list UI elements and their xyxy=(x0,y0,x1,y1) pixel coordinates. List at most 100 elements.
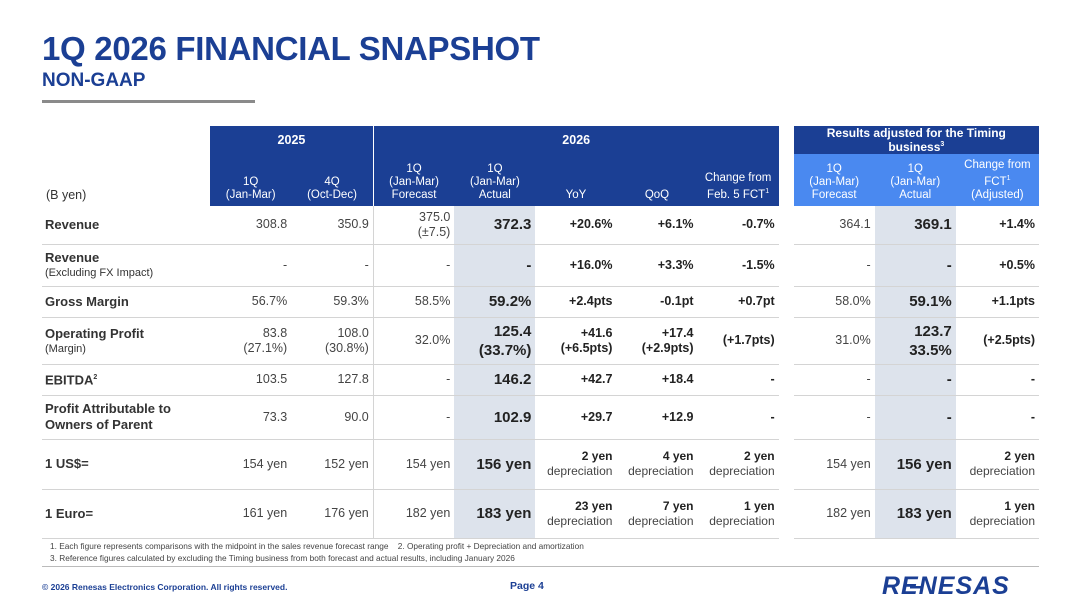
table-row: Operating Profit (Margin) 83.8 (27.1%) 108… xyxy=(42,317,1039,365)
cell: 90.0 xyxy=(291,395,374,440)
cell: +41.6 (+6.5pts) xyxy=(535,317,617,365)
cell-actual: 156 yen xyxy=(874,439,956,490)
cell: +6.1% xyxy=(616,206,698,245)
cell-actual: 183 yen xyxy=(454,489,536,539)
row-label-profit-parent: Profit Attributable to Owners of Parent xyxy=(42,395,211,440)
cell: 73.3 xyxy=(210,395,292,440)
cell: -1.5% xyxy=(697,244,779,287)
group-adjusted: Results adjusted for the Timing business… xyxy=(793,126,1039,154)
cell: 7 yen depreciation xyxy=(616,489,698,539)
cell: 2 yen depreciation xyxy=(535,439,617,490)
cell: (+2.5pts) xyxy=(955,317,1039,365)
col-header-forecast: 1Q (Jan-Mar) Forecast xyxy=(373,154,455,206)
cell: 31.0% xyxy=(793,317,875,365)
cell: 182 yen xyxy=(793,489,875,539)
cell: 56.7% xyxy=(210,286,292,318)
cell: +18.4 xyxy=(616,364,698,396)
cell: - xyxy=(697,395,779,440)
group-2026: 2026 xyxy=(373,126,779,154)
col-header-1q-2025: 1Q (Jan-Mar) xyxy=(210,154,292,206)
footnote-1: 1. Each figure represents comparisons wi… xyxy=(50,541,584,551)
col-header-4q-2025: 4Q (Oct-Dec) xyxy=(291,154,374,206)
cell-actual: 146.2 xyxy=(454,364,536,396)
cell: -0.7% xyxy=(697,206,779,245)
cell: +1.1pts xyxy=(955,286,1039,318)
unit-label: (B yen) xyxy=(46,188,87,202)
cell: 154 yen xyxy=(793,439,875,490)
cell: 182 yen xyxy=(372,489,455,539)
row-label-ebitda: EBITDA2 xyxy=(42,364,211,396)
col-header-qoq: QoQ xyxy=(616,154,698,206)
col-header-adj-actual: 1Q (Jan-Mar) Actual xyxy=(874,154,956,206)
cell: 154 yen xyxy=(372,439,455,490)
cell: +12.9 xyxy=(616,395,698,440)
row-label-revenue-fx: Revenue (Excluding FX Impact) xyxy=(42,244,211,287)
cell: +0.5% xyxy=(955,244,1039,287)
row-label-revenue: Revenue xyxy=(42,206,211,245)
cell: 364.1 xyxy=(793,206,875,245)
cell: - xyxy=(210,244,292,287)
col-header-adj-forecast: 1Q (Jan-Mar) Forecast xyxy=(793,154,875,206)
table-row: 1 US$= 154 yen 152 yen 154 yen 156 yen 2… xyxy=(42,439,1039,490)
row-label-gross-margin: Gross Margin xyxy=(42,286,211,318)
cell: 1 yen depreciation xyxy=(955,489,1039,539)
cell-actual: 59.1% xyxy=(874,286,956,318)
cell: 308.8 xyxy=(210,206,292,245)
cell-actual: 123.7 33.5% xyxy=(874,317,956,365)
row-label-usd: 1 US$= xyxy=(42,439,211,490)
cell: 32.0% xyxy=(372,317,455,365)
cell: 2 yen depreciation xyxy=(697,439,779,490)
cell-actual: 59.2% xyxy=(454,286,536,318)
page-subtitle: NON-GAAP xyxy=(42,70,146,91)
cell: +3.3% xyxy=(616,244,698,287)
cell: 23 yen depreciation xyxy=(535,489,617,539)
title-divider xyxy=(42,100,255,103)
financial-table: 2025 2026 Results adjusted for the Timin… xyxy=(42,126,1039,539)
cell-actual: 183 yen xyxy=(874,489,956,539)
cell: 108.0 (30.8%) xyxy=(291,317,374,365)
row-label-operating-profit: Operating Profit (Margin) xyxy=(42,317,211,365)
svg-text:RENESAS: RENESAS xyxy=(882,572,1010,600)
cell: 1 yen depreciation xyxy=(697,489,779,539)
cell: 375.0 (±7.5) xyxy=(372,206,455,245)
cell: +0.7pt xyxy=(697,286,779,318)
cell: +2.4pts xyxy=(535,286,617,318)
cell: 161 yen xyxy=(210,489,292,539)
cell-actual: 372.3 xyxy=(454,206,536,245)
table-row: EBITDA2 103.5 127.8 - 146.2 +42.7 +18.4 … xyxy=(42,364,1039,396)
cell: 4 yen depreciation xyxy=(616,439,698,490)
cell-actual: - xyxy=(874,244,956,287)
cell: 103.5 xyxy=(210,364,292,396)
cell: 176 yen xyxy=(291,489,374,539)
cell: +1.4% xyxy=(955,206,1039,245)
cell: - xyxy=(372,364,455,396)
group-2025: 2025 xyxy=(210,126,374,154)
cell: 350.9 xyxy=(291,206,374,245)
cell: (+1.7pts) xyxy=(697,317,779,365)
cell-actual: - xyxy=(874,364,956,396)
cell-actual: 156 yen xyxy=(454,439,536,490)
copyright: © 2026 Renesas Electronics Corporation. … xyxy=(42,582,288,592)
cell: - xyxy=(793,244,875,287)
group-header-row: 2025 2026 Results adjusted for the Timin… xyxy=(42,126,1039,154)
cell: -0.1pt xyxy=(616,286,698,318)
table-row: Revenue (Excluding FX Impact) - - - - +16… xyxy=(42,244,1039,287)
cell: 58.5% xyxy=(372,286,455,318)
footnotes: 1. Each figure represents comparisons wi… xyxy=(50,541,584,564)
cell-actual: 102.9 xyxy=(454,395,536,440)
cell: 83.8 (27.1%) xyxy=(210,317,292,365)
col-header-change-fct: Change from Feb. 5 FCT1 xyxy=(697,154,779,206)
table-row: Gross Margin 56.7% 59.3% 58.5% 59.2% +2.… xyxy=(42,286,1039,318)
cell-actual: 125.4 (33.7%) xyxy=(454,317,536,365)
cell: - xyxy=(955,364,1039,396)
cell: +16.0% xyxy=(535,244,617,287)
table-row: 1 Euro= 161 yen 176 yen 182 yen 183 yen … xyxy=(42,489,1039,539)
col-header-yoy: YoY xyxy=(535,154,617,206)
cell: +17.4 (+2.9pts) xyxy=(616,317,698,365)
column-header-row: (B yen) 1Q (Jan-Mar) 4Q (Oct-Dec) 1Q (Jan-M… xyxy=(42,154,1039,206)
cell: 58.0% xyxy=(793,286,875,318)
page-number: Page 4 xyxy=(510,580,544,592)
col-header-actual: 1Q (Jan-Mar) Actual xyxy=(454,154,536,206)
cell: - xyxy=(793,395,875,440)
cell: +20.6% xyxy=(535,206,617,245)
